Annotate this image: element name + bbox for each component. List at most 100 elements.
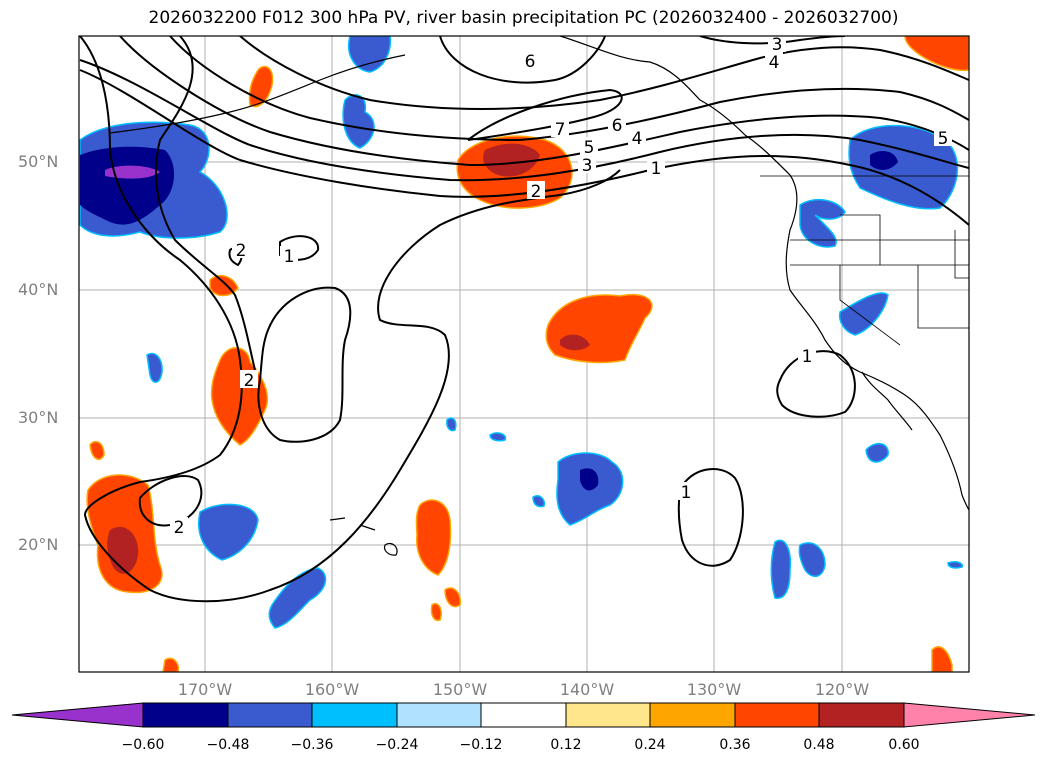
negative-anomaly-se-2 [798,542,826,577]
negative-anomaly-shading [79,36,964,629]
contour-label: 2 [531,182,542,202]
contour-label: 2 [236,241,247,261]
lon-label-140w: 140°W [559,680,615,699]
lat-label-30n: 30°N [18,408,59,427]
pv-contour-west-1 [79,36,621,603]
negative-anomaly-small-1 [146,352,163,383]
north-america-coast [559,36,969,511]
lon-label-160w: 160°W [304,680,360,699]
colorbar-tick: −0.12 [459,737,503,753]
positive-anomaly-mid-core [560,334,590,351]
lat-label-40n: 40°N [18,280,59,299]
colorbar-segment [142,702,229,728]
pv-contour-loop-3 [138,475,203,527]
contour-label: 5 [584,138,595,158]
contour-label: 6 [525,52,536,72]
positive-anomaly-mid [545,293,653,364]
positive-anomaly-small-4 [444,587,461,608]
contour-label: 2 [174,518,185,538]
map-panel: 6 3 4 7 6 5 4 3 1 2 5 2 1 2 1 2 1 [79,35,969,672]
contour-label: 5 [938,129,949,149]
negative-anomaly-small-6 [947,561,964,569]
political-borders [760,175,969,346]
negative-anomaly-west-1 [198,503,259,561]
pv-contours [79,36,969,603]
colorbar-tick: −0.60 [121,737,165,753]
pv-contour-2-west [154,36,256,371]
colorbar-segment [818,702,905,728]
lon-label-150w: 150°W [432,680,488,699]
contour-label: 3 [582,156,593,176]
pv-contour-jet-5 [239,36,969,110]
negative-anomaly-se-1 [770,539,792,599]
coastlines [109,36,969,556]
contour-label: 4 [769,53,780,73]
aleutian-islands [109,54,406,134]
colorbar-segment [396,702,482,728]
colorbar-segment [227,702,313,728]
negative-anomaly-central-core [580,468,599,491]
negative-anomaly-small-2 [865,443,889,463]
positive-anomaly-small-6 [162,657,180,672]
positive-anomaly-ne-corner [904,36,969,72]
map-frame [78,35,970,673]
hawaii-1 [329,517,346,521]
lon-label-130w: 130°W [686,680,742,699]
baja-california [861,371,913,431]
pv-contour-jet-2 [79,59,969,182]
negative-anomaly-small-5 [532,495,546,508]
positive-anomaly-shading [86,36,969,672]
contour-label: 1 [651,159,662,179]
colorbar-tick: 0.12 [550,737,582,753]
positive-anomaly-small-5 [430,603,443,622]
hawaii-3 [383,542,398,556]
pv-contour-jet-4 [169,36,969,142]
negative-anomaly-nw-min [105,165,160,179]
pv-contour-loop-5 [776,350,856,418]
negative-anomaly-small-4 [489,432,507,442]
positive-anomaly-small-3 [89,440,105,461]
negative-anomaly-coast-2 [838,292,889,336]
contour-label: 1 [681,483,692,503]
colorbar-extend-low [11,702,144,728]
contour-label: 3 [772,35,783,55]
colorbar-tick: 0.60 [888,737,920,753]
pv-contour-loop-4 [677,468,744,567]
pv-contour-jet-3 [119,36,969,167]
contour-label: 2 [244,371,255,391]
colorbar-tick: 0.36 [719,737,751,753]
map-title: 2026032200 F012 300 hPa PV, river basin … [148,8,899,28]
negative-anomaly-small-3 [446,417,457,432]
lon-label-120w: 120°W [814,680,870,699]
hawaii-2 [359,524,376,531]
colorbar-segment [311,702,398,728]
contour-label: 1 [802,347,813,367]
colorbar-tick: −0.24 [375,737,419,753]
positive-anomaly-se-corner [931,646,953,672]
negative-anomaly-ne [848,124,959,210]
lat-label-50n: 50°N [18,152,59,171]
negative-anomaly-north-2 [342,94,375,149]
colorbar-segment [480,702,567,728]
lat-label-20n: 20°N [18,535,59,554]
pv-contour-6-north [439,36,606,84]
negative-anomaly-ne-core [870,150,898,170]
positive-anomaly-north-pacific-core [483,143,540,177]
negative-anomaly-north-1 [348,36,392,73]
contour-label: 4 [632,129,643,149]
lon-label-170w: 170°W [177,680,233,699]
pv-contour-7 [467,88,623,141]
colorbar-extend-high [903,702,1036,728]
positive-anomaly-south [415,499,452,576]
colorbar-tick: −0.36 [290,737,334,753]
contour-label: 1 [284,247,295,267]
contour-labels: 6 3 4 7 6 5 4 3 1 2 5 2 1 2 1 2 1 [170,35,952,538]
colorbar-tick: −0.48 [206,737,250,753]
negative-anomaly-west-2 [268,567,327,629]
pv-contour-jet-1 [79,69,969,226]
colorbar-tick: 0.48 [803,737,835,753]
negative-anomaly-coast-1 [799,198,846,248]
colorbar-segment [649,702,736,728]
pv-contour-west-2 [257,286,352,443]
